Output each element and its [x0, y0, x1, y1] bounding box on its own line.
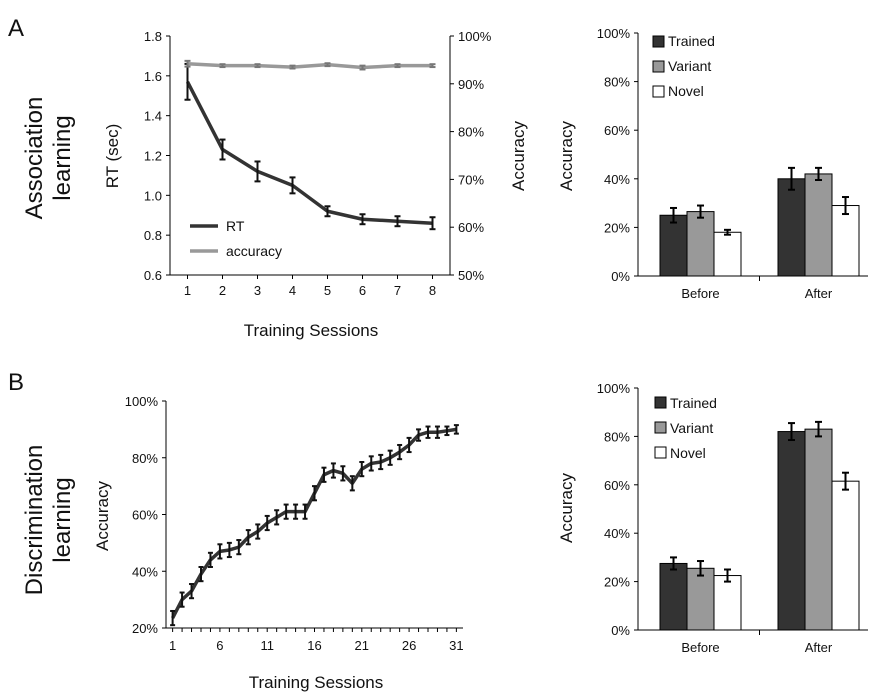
a-line-y2tick-label: 80% — [458, 125, 484, 140]
chart-a-rt-accuracy: Training Sessions RT (sec) Accuracy RT a… — [103, 29, 528, 340]
a-bar-bar-variant-before — [686, 211, 715, 277]
b-line-xlabel: Training Sessions — [249, 673, 384, 692]
a-bar-bar-trained-after — [777, 178, 806, 277]
a-line-xtick-label: 5 — [324, 283, 331, 298]
b-line-ytick-label: 80% — [132, 451, 158, 466]
a-bar-ytick-label: 0% — [611, 269, 630, 284]
panel-label-b: B — [8, 369, 24, 396]
a-line-ytick-label: 1.2 — [144, 149, 162, 164]
b-legend-novel-label: Novel — [670, 445, 706, 461]
b-line-ytick-label: 60% — [132, 508, 158, 523]
b-bar-ytick-label: 100% — [597, 381, 631, 396]
b-line-xtick-label: 26 — [402, 638, 416, 653]
b-legend-trained-label: Trained — [670, 395, 717, 411]
b-bar-ylabel: Accuracy — [557, 473, 576, 543]
a-bar-ytick-label: 60% — [604, 123, 630, 138]
a-legend-novel-label: Novel — [668, 83, 704, 99]
b-line-ylabel: Accuracy — [93, 481, 112, 551]
b-bar-category-label: After — [805, 640, 833, 655]
b-bar-bar-novel-after — [831, 480, 860, 631]
a-line-y2tick-label: 100% — [458, 29, 492, 44]
b-legend-trained-swatch — [654, 396, 667, 409]
a-bar-bar-trained-before — [659, 214, 688, 277]
a-legend-rt-label: RT — [226, 218, 245, 234]
b-line-series — [171, 427, 457, 619]
a-legend-novel-swatch — [652, 85, 665, 98]
a-line-xtick-label: 2 — [219, 283, 226, 298]
chart-b-accuracy: Training Sessions Accuracy 20% 40% 60% 80% 1… — [93, 394, 464, 692]
a-line-ytick-label: 0.6 — [144, 268, 162, 283]
b-bar-ytick-label: 80% — [604, 429, 630, 444]
chart-a-bars: Accuracy Trained Variant Novel 0% 20% 40% 6… — [557, 26, 868, 301]
row-label-a-line2: learning — [49, 115, 76, 200]
b-bar-bar-variant-before — [686, 567, 715, 631]
a-line-ytick-label: 1.4 — [144, 109, 162, 124]
b-bar-category-label: Before — [681, 640, 719, 655]
a-line-xtick-label: 8 — [429, 283, 436, 298]
a-line-y2label: Accuracy — [509, 121, 528, 191]
b-legend-variant-swatch — [654, 421, 667, 434]
a-bar-category-label: After — [805, 286, 833, 301]
a-bar-ylabel: Accuracy — [557, 121, 576, 191]
panel-label-a: A — [8, 15, 24, 42]
a-line-xtick-label: 6 — [359, 283, 366, 298]
b-line-xtick-label: 16 — [307, 638, 321, 653]
a-line-ytick-label: 1.0 — [144, 188, 162, 203]
a-bar-bar-novel-before — [713, 231, 742, 277]
chart-b-bars: Accuracy Trained Variant Novel 0% 20% 40% 6… — [557, 381, 868, 655]
a-bar-ytick-label: 80% — [604, 75, 630, 90]
b-bar-ytick-label: 40% — [604, 526, 630, 541]
a-legend-variant-swatch — [652, 60, 665, 73]
a-bar-bar-novel-after — [831, 205, 860, 277]
a-line-xlabel: Training Sessions — [244, 321, 379, 340]
a-bar-ytick-label: 20% — [604, 220, 630, 235]
b-line-ytick-label: 40% — [132, 564, 158, 579]
b-bar-ytick-label: 60% — [604, 478, 630, 493]
row-label-b-line1: Discrimination — [21, 445, 48, 596]
a-legend-accuracy-label: accuracy — [226, 243, 282, 259]
a-bar-bar-variant-after — [804, 173, 833, 277]
b-line-xtick-label: 6 — [216, 638, 223, 653]
a-line-ytick-label: 1.8 — [144, 29, 162, 44]
a-line-y2tick-label: 60% — [458, 220, 484, 235]
a-line-xtick-label: 4 — [289, 283, 296, 298]
a-bar-ytick-label: 40% — [604, 172, 630, 187]
b-bar-bar-trained-before — [659, 562, 688, 631]
a-line-ylabel: RT (sec) — [103, 124, 122, 189]
b-bar-bar-trained-after — [777, 431, 806, 631]
a-line-y2tick-label: 50% — [458, 268, 484, 283]
a-line-series-RT — [185, 81, 433, 225]
b-line-ytick-label: 100% — [125, 394, 159, 409]
a-legend-variant-label: Variant — [668, 58, 711, 74]
b-bar-bar-novel-before — [713, 575, 742, 631]
b-line-xtick-label: 11 — [260, 638, 274, 653]
row-label-b-line2: learning — [49, 477, 76, 562]
a-bar-category-label: Before — [681, 286, 719, 301]
a-line-y2tick-label: 90% — [458, 77, 484, 92]
a-legend-trained-label: Trained — [668, 33, 715, 49]
b-line-ytick-label: 20% — [132, 621, 158, 636]
a-line-xtick-label: 3 — [254, 283, 261, 298]
a-bar-ytick-label: 100% — [597, 26, 631, 41]
b-line-xtick-label: 31 — [449, 638, 463, 653]
a-line-xtick-label: 7 — [394, 283, 401, 298]
a-line-ytick-label: 1.6 — [144, 69, 162, 84]
b-bar-ytick-label: 0% — [611, 623, 630, 638]
b-bar-ytick-label: 20% — [604, 575, 630, 590]
a-line-y2tick-label: 70% — [458, 172, 484, 187]
b-line-xtick-label: 21 — [355, 638, 369, 653]
b-legend-variant-label: Variant — [670, 420, 713, 436]
b-line-xtick-label: 1 — [169, 638, 176, 653]
b-bar-bar-variant-after — [804, 428, 833, 631]
a-line-ytick-label: 0.8 — [144, 228, 162, 243]
a-line-xtick-label: 1 — [184, 283, 191, 298]
row-label-a-line1: Association — [21, 97, 48, 220]
a-line-series-accuracy — [187, 61, 433, 70]
a-legend-trained-swatch — [652, 35, 665, 48]
b-legend-novel-swatch — [654, 446, 667, 459]
